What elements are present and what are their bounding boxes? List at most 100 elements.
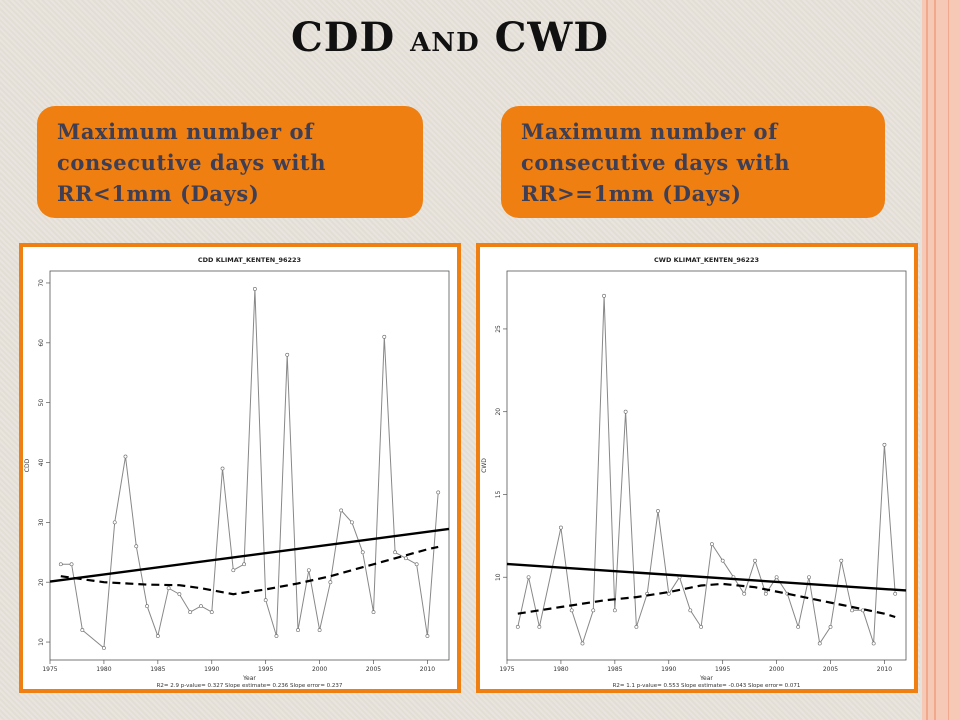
data-point bbox=[709, 542, 714, 547]
data-point bbox=[425, 634, 430, 638]
plot-area-border bbox=[506, 270, 907, 661]
y-tick-label: 10 bbox=[38, 638, 45, 646]
data-point bbox=[145, 604, 149, 609]
data-point bbox=[199, 604, 203, 609]
data-point bbox=[871, 641, 876, 646]
y-tick-label: 25 bbox=[495, 325, 502, 333]
x-axis-label: Year bbox=[699, 675, 713, 682]
data-point bbox=[774, 575, 779, 580]
stats-footer: R2= 1.1 p-value= 0.553 Slope estimate= -… bbox=[613, 683, 801, 689]
data-point bbox=[699, 624, 704, 629]
data-point bbox=[220, 466, 225, 471]
data-point bbox=[526, 575, 531, 580]
data-point bbox=[188, 610, 193, 615]
data-point bbox=[252, 287, 257, 291]
data-point bbox=[796, 624, 801, 629]
y-tick-label: 20 bbox=[495, 408, 502, 416]
x-tick-label: 2010 bbox=[877, 666, 892, 673]
data-point bbox=[893, 591, 898, 596]
data-point bbox=[155, 634, 160, 638]
title-cdd: CDD bbox=[290, 14, 396, 61]
data-point bbox=[580, 641, 585, 646]
data-point bbox=[591, 608, 596, 613]
data-point bbox=[317, 628, 322, 632]
data-point bbox=[69, 562, 74, 567]
data-point bbox=[817, 641, 822, 646]
data-point bbox=[763, 591, 768, 596]
callout-cwd-definition: Maximum number of consecutive days with … bbox=[501, 106, 885, 218]
data-point bbox=[623, 409, 628, 414]
y-tick-label: 10 bbox=[495, 573, 502, 581]
y-tick-label: 20 bbox=[38, 578, 45, 586]
y-tick-label: 60 bbox=[38, 339, 45, 347]
x-tick-label: 2000 bbox=[769, 666, 784, 673]
stats-footer: R2= 2.9 p-value= 0.327 Slope estimate= 0… bbox=[157, 683, 343, 689]
linear-trend-line bbox=[506, 562, 907, 592]
chart-title: CDD KLIMAT_KENTEN_96223 bbox=[198, 256, 301, 264]
data-point bbox=[177, 592, 182, 597]
plot-area-border bbox=[49, 270, 450, 661]
data-point bbox=[80, 628, 85, 632]
data-point bbox=[263, 598, 268, 603]
series-line bbox=[517, 295, 896, 646]
data-point bbox=[850, 608, 854, 613]
cdd-chart: CDD KLIMAT_KENTEN_96223 1975 1980 1985 1990 1… bbox=[24, 256, 450, 689]
data-point bbox=[436, 490, 441, 495]
cwd-chart: CWD KLIMAT_KENTEN_96223 1975 1980 1985 1990 1… bbox=[481, 256, 907, 689]
y-tick-label: 70 bbox=[38, 279, 45, 287]
x-tick-label: 1990 bbox=[661, 666, 676, 673]
data-point bbox=[306, 568, 311, 573]
data-point bbox=[569, 608, 574, 613]
x-tick-label: 1995 bbox=[258, 666, 273, 673]
x-tick-label: 1980 bbox=[96, 666, 111, 673]
data-point bbox=[634, 624, 639, 629]
x-tick-label: 2005 bbox=[823, 666, 838, 673]
data-point bbox=[807, 575, 811, 580]
data-point bbox=[339, 508, 344, 513]
x-tick-label: 2005 bbox=[366, 666, 381, 673]
data-point bbox=[414, 562, 419, 567]
x-axis-label: Year bbox=[242, 675, 256, 682]
title-and: AND bbox=[410, 28, 480, 58]
y-axis-label: CDD bbox=[24, 458, 31, 472]
smoothed-trend-line bbox=[517, 582, 896, 619]
cwd-chart-frame: CWD KLIMAT_KENTEN_96223 1975 1980 1985 1990 1… bbox=[476, 243, 918, 693]
y-tick-label: 30 bbox=[38, 518, 45, 526]
x-tick-label: 1995 bbox=[715, 666, 730, 673]
data-point bbox=[134, 544, 139, 549]
data-point bbox=[285, 352, 290, 357]
data-point bbox=[296, 628, 300, 632]
data-point bbox=[515, 624, 520, 629]
chart-title: CWD KLIMAT_KENTEN_96223 bbox=[654, 256, 759, 264]
data-point bbox=[742, 591, 747, 596]
y-tick-label: 15 bbox=[495, 490, 502, 498]
linear-trend-line bbox=[49, 527, 450, 583]
x-tick-label: 1985 bbox=[607, 666, 622, 673]
y-tick-label: 40 bbox=[38, 459, 45, 467]
data-point bbox=[688, 608, 693, 613]
data-point bbox=[231, 568, 236, 573]
x-tick-label: 1975 bbox=[499, 666, 514, 673]
series-line bbox=[60, 288, 439, 649]
data-point bbox=[720, 558, 725, 563]
cdd-chart-frame: CDD KLIMAT_KENTEN_96223 1975 1980 1985 1990 1… bbox=[19, 243, 461, 693]
x-tick-label: 1985 bbox=[150, 666, 165, 673]
data-point bbox=[602, 293, 606, 298]
data-point bbox=[328, 580, 333, 585]
data-point bbox=[371, 610, 376, 615]
data-point bbox=[403, 556, 408, 561]
data-point bbox=[58, 562, 63, 567]
x-tick-label: 1980 bbox=[553, 666, 568, 673]
data-point bbox=[839, 558, 844, 563]
data-point bbox=[123, 454, 128, 459]
callout-cdd-definition: Maximum number of consecutive days with … bbox=[37, 106, 423, 218]
data-point bbox=[393, 550, 397, 555]
data-point bbox=[274, 634, 279, 638]
data-point bbox=[559, 525, 563, 530]
x-tick-label: 2010 bbox=[420, 666, 435, 673]
data-point bbox=[612, 608, 617, 613]
data-point bbox=[360, 550, 365, 555]
data-point bbox=[828, 624, 833, 629]
data-point bbox=[350, 520, 354, 525]
data-point bbox=[537, 624, 542, 629]
